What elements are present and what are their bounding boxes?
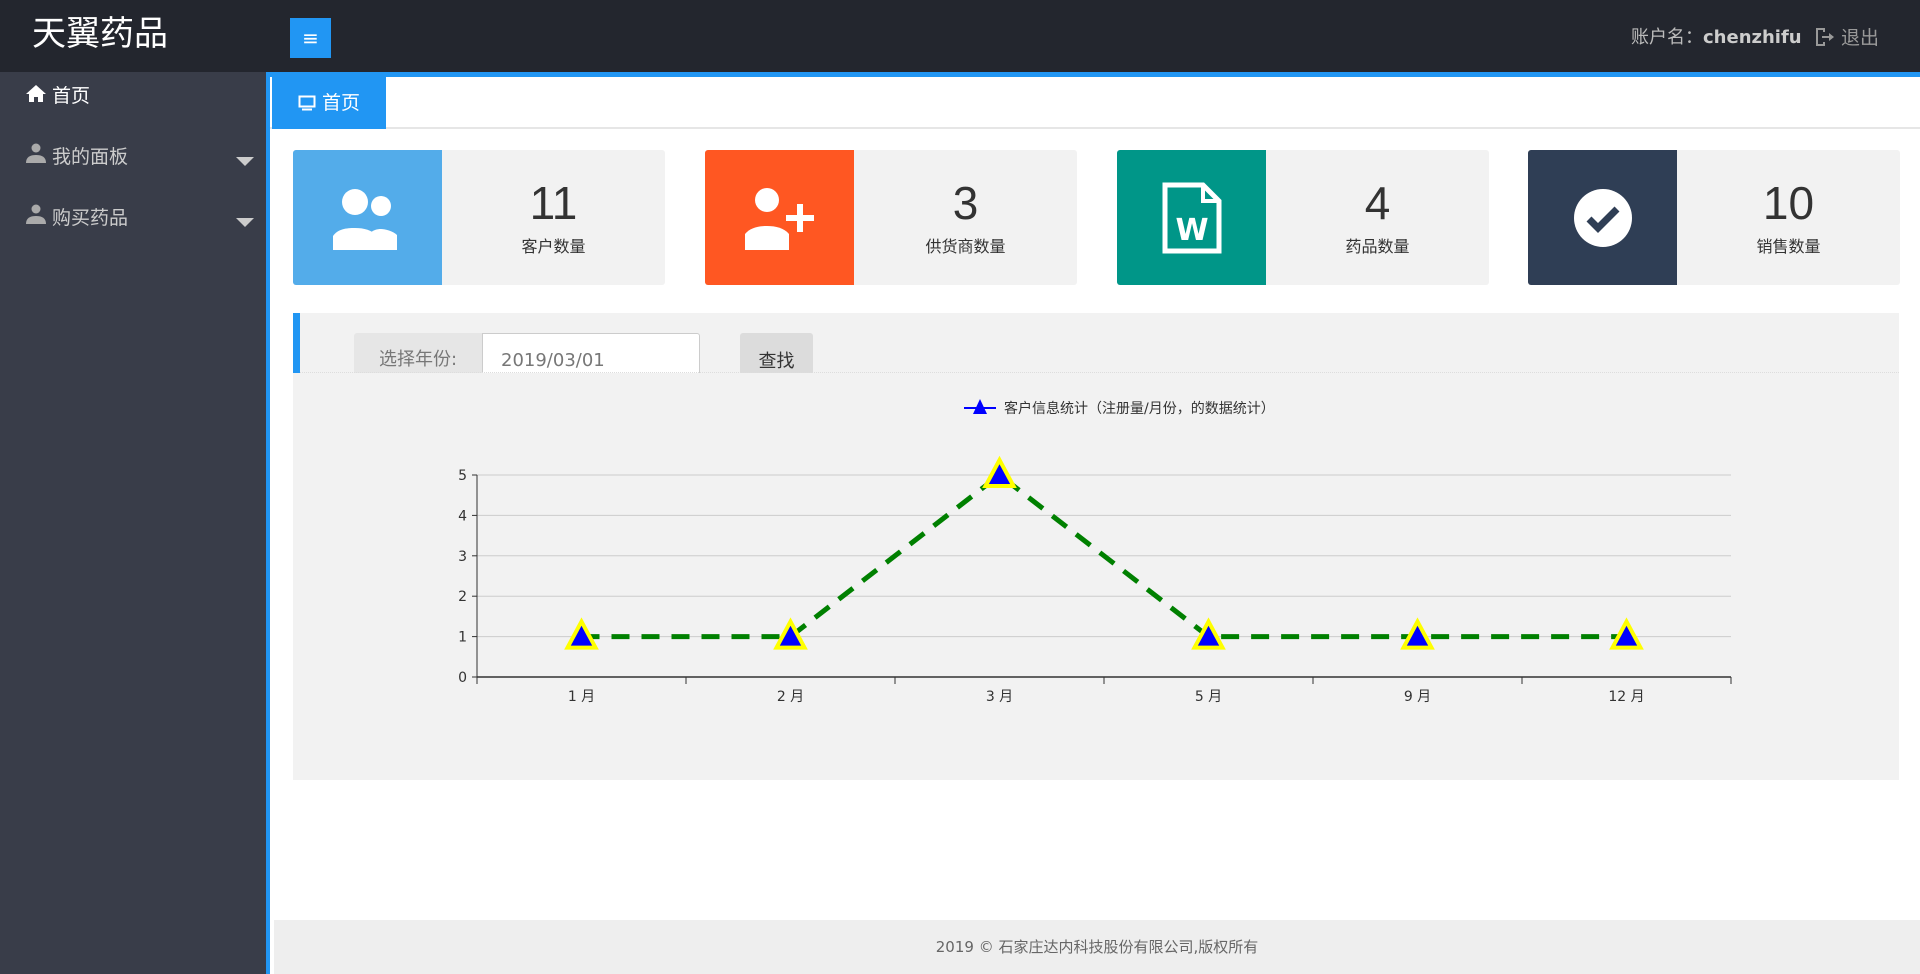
- y-tick-label: 2: [458, 589, 467, 605]
- username: chenzhifu: [1703, 27, 1802, 48]
- y-tick-label: 0: [458, 670, 467, 686]
- user-icon: [26, 194, 52, 242]
- divider: [300, 372, 1899, 373]
- logout-button[interactable]: 退出: [1813, 25, 1879, 51]
- tab-label: 首页: [322, 92, 361, 114]
- menu-toggle-button[interactable]: ≡: [290, 18, 331, 58]
- sidebar-item-home[interactable]: 首页: [0, 72, 266, 133]
- stat-card-drugs: W 4 药品数量: [1117, 150, 1489, 285]
- stat-label: 销售数量: [1756, 237, 1821, 256]
- data-point: [1191, 617, 1226, 650]
- tab-home[interactable]: 首页: [272, 77, 386, 129]
- home-icon: [26, 72, 52, 120]
- stat-value: 4: [1364, 177, 1391, 229]
- users-icon: [293, 150, 442, 285]
- monitor-icon: [298, 95, 316, 111]
- sidebar-item-label: 购买药品: [52, 207, 129, 229]
- y-tick-label: 4: [458, 508, 467, 524]
- check-circle-icon: [1528, 150, 1677, 285]
- accent-line: [270, 72, 1920, 77]
- data-point: [982, 455, 1017, 488]
- stat-label: 供货商数量: [925, 237, 1006, 256]
- app-logo: 天翼药品: [32, 14, 168, 54]
- y-tick-label: 3: [458, 549, 467, 565]
- top-header: 天翼药品 ≡ 账户名：chenzhifu 退出: [0, 0, 1920, 72]
- chevron-down-icon: [236, 218, 254, 227]
- x-tick-label: 1 月: [568, 689, 595, 705]
- series-line: [581, 471, 1627, 640]
- stat-label: 客户数量: [521, 237, 586, 256]
- stat-value: 10: [1762, 177, 1815, 229]
- user-icon: [26, 133, 52, 181]
- x-tick-label: 2 月: [777, 689, 804, 705]
- legend-label: 客户信息统计（注册量/月份，的数据统计）: [1004, 400, 1275, 417]
- chart-area: 0 1 2 3 4 5 1 月 2 月 3 月 5 月 9 月 12 月 客户信息统计（注册量/月份，的…: [293, 373, 1899, 780]
- word-document-icon: W: [1117, 150, 1266, 285]
- sidebar: 首页 我的面板 购买药品: [0, 72, 270, 974]
- stat-card-sales: 10 销售数量: [1528, 150, 1900, 285]
- svg-text:W: W: [1175, 213, 1208, 248]
- data-point: [1400, 617, 1435, 650]
- stat-label: 药品数量: [1345, 237, 1410, 256]
- data-point: [564, 617, 599, 650]
- data-point: [773, 617, 808, 650]
- sidebar-item-my-panel[interactable]: 我的面板: [0, 133, 266, 194]
- stat-value: 3: [952, 177, 979, 229]
- account-info: 账户名：chenzhifu: [1631, 25, 1802, 51]
- account-label: 账户名：: [1631, 27, 1703, 48]
- x-tick-label: 3 月: [986, 689, 1013, 705]
- sidebar-item-label: 首页: [52, 85, 91, 107]
- chevron-down-icon: [236, 157, 254, 166]
- sidebar-item-label: 我的面板: [52, 146, 129, 168]
- add-user-icon: [705, 150, 854, 285]
- x-tick-label: 5 月: [1195, 689, 1222, 705]
- tab-bar: 首页: [270, 77, 1920, 129]
- x-tick-label: 9 月: [1404, 689, 1431, 705]
- y-tick-label: 5: [458, 468, 467, 484]
- stat-card-customers: 11 客户数量: [293, 150, 665, 285]
- data-point: [1609, 617, 1644, 650]
- stat-card-suppliers: 3 供货商数量: [705, 150, 1077, 285]
- x-tick-label: 12 月: [1608, 689, 1644, 705]
- sidebar-item-buy-drugs[interactable]: 购买药品: [0, 194, 266, 255]
- logout-icon: [1816, 28, 1834, 46]
- y-tick-label: 1: [458, 630, 467, 646]
- logout-label: 退出: [1841, 27, 1880, 49]
- line-chart: 0 1 2 3 4 5 1 月 2 月 3 月 5 月 9 月 12 月 客户信息统计（注册量/月份，的…: [458, 399, 1732, 705]
- hamburger-icon: ≡: [302, 26, 319, 50]
- footer: 2019 © 石家庄达内科技股份有限公司,版权所有: [274, 920, 1920, 974]
- legend-marker: [973, 399, 987, 414]
- stat-value: 11: [529, 177, 578, 229]
